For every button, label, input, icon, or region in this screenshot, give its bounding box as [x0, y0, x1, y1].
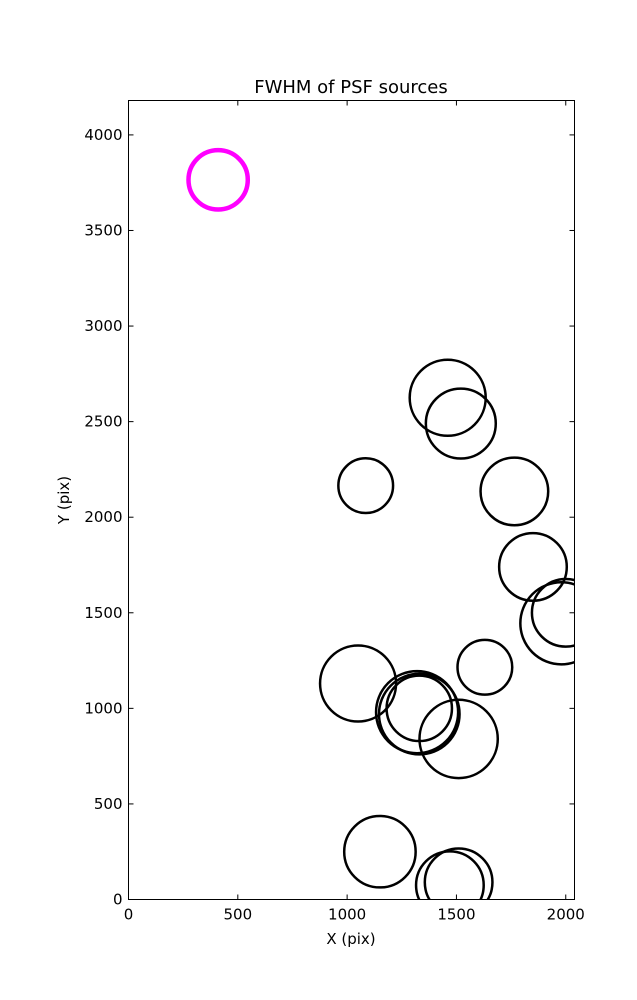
psf-source-circle	[424, 387, 498, 460]
x-tick-label: 2000	[547, 906, 585, 924]
y-tick-label: 3000	[84, 317, 122, 335]
plot-area	[186, 147, 575, 900]
psf-source-circle	[337, 457, 395, 515]
psf-source-circle	[342, 814, 417, 889]
psf-source-circle	[418, 698, 500, 780]
psf-source-circle	[479, 456, 550, 527]
psf-source-circle	[318, 644, 398, 723]
x-axis-label: X (pix)	[326, 930, 375, 948]
x-tick-label: 500	[223, 906, 252, 924]
plot-frame	[128, 100, 575, 900]
psf-source-circle	[414, 850, 485, 900]
x-tick-label: 1500	[437, 906, 475, 924]
y-tick-label: 1500	[84, 604, 122, 622]
axis-ticks: 0 500 1000 1500 2000 0 500 1000 1500 2000 2500 3000…	[84, 100, 585, 924]
y-tick-label: 0	[113, 891, 123, 909]
psf-source-circle	[456, 638, 514, 696]
psf-source-circle	[408, 358, 487, 437]
y-tick-label: 4000	[84, 126, 122, 144]
x-tick-label: 1000	[328, 906, 366, 924]
y-tick-label: 2500	[84, 413, 122, 431]
y-tick-label: 500	[94, 795, 123, 813]
psf-source-circle	[519, 581, 575, 666]
psf-source-circle	[377, 672, 461, 756]
psf-source-circle	[497, 531, 569, 602]
y-tick-label: 1000	[84, 699, 122, 717]
psf-source-circle	[530, 577, 575, 648]
y-tick-label: 3500	[84, 221, 122, 239]
y-axis-label: Y (pix)	[55, 476, 73, 525]
psf-source-circle	[423, 847, 494, 900]
reference-circle	[186, 147, 251, 212]
chart-title: FWHM of PSF sources	[254, 77, 448, 98]
y-tick-label: 2000	[84, 508, 122, 526]
x-tick-label: 0	[124, 906, 134, 924]
